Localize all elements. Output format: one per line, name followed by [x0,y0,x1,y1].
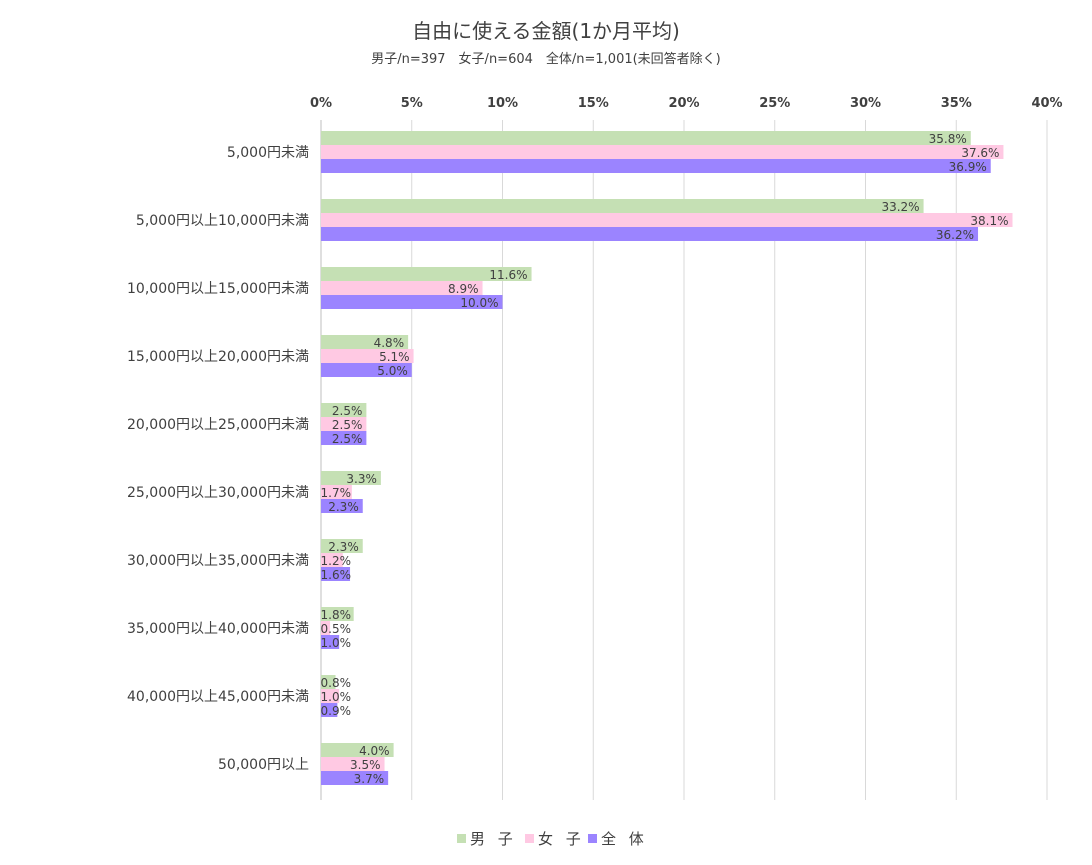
data-label: 4.8% [374,336,405,350]
data-label: 3.7% [354,772,385,786]
data-label: 1.0% [321,690,352,704]
data-label: 5.1% [379,350,410,364]
data-label: 1.2% [321,554,352,568]
bar [321,335,409,349]
x-tick-label: 0% [310,96,332,111]
legend-swatch [588,834,597,843]
data-label: 33.2% [881,200,919,214]
bar [321,607,354,621]
data-label: 4.0% [359,744,390,758]
data-label: 1.0% [321,636,352,650]
bar [321,417,367,431]
data-label: 8.9% [448,282,479,296]
bar [321,349,414,363]
x-tick-label: 40% [1031,96,1062,111]
bar [321,471,381,485]
bar [321,689,340,703]
data-label: 0.8% [321,676,352,690]
bar [321,539,363,553]
bar [321,145,1004,159]
bar [321,771,389,785]
bar [321,403,367,417]
data-label: 10.0% [460,296,498,310]
bar [321,621,331,635]
data-label: 1.7% [321,486,352,500]
bar [321,675,336,689]
data-label: 38.1% [970,214,1008,228]
data-label: 35.8% [929,132,967,146]
bar [321,295,503,309]
chart-subtitle: 男子/n=397 女子/n=604 全体/n=1,001(未回答者除く) [371,51,721,67]
legend-label: 女 子 [538,830,585,848]
bar [321,281,483,295]
x-tick-label: 5% [401,96,423,111]
category-label: 5,000円未満 [227,145,309,161]
x-tick-label: 15% [578,96,609,111]
legend-swatch [525,834,534,843]
data-label: 2.5% [332,418,363,432]
bar [321,131,971,145]
bar [321,159,991,173]
data-label: 2.3% [328,500,359,514]
bar [321,227,979,241]
legend-swatch [457,834,466,843]
category-labels: 5,000円未満 5,000円以上10,000円未満 10,000円以上15,000… [127,145,309,773]
data-label: 36.2% [936,228,974,242]
bar [321,499,363,513]
category-label: 35,000円以上40,000円未満 [127,621,309,637]
bar [321,267,532,281]
category-label: 10,000円以上15,000円未満 [127,281,309,297]
category-label: 5,000円以上10,000円未満 [136,213,309,229]
bar [321,431,367,445]
legend-label: 男 子 [470,830,517,848]
x-tick-label: 10% [487,96,518,111]
bar [321,703,338,717]
data-label: 1.8% [321,608,352,622]
data-labels: 35.8%37.6%36.9%33.2%38.1%36.2%11.6%8.9%1… [321,132,1009,786]
bars [321,131,1013,785]
x-tick-label: 25% [759,96,790,111]
chart-title: 自由に使える金額(1か月平均) [412,19,680,43]
x-tick-label: 35% [941,96,972,111]
category-label: 50,000円以上 [218,757,309,773]
data-label: 0.9% [321,704,352,718]
data-label: 3.3% [346,472,377,486]
data-label: 11.6% [489,268,527,282]
legend: 男 子 女 子全 体 [457,830,648,848]
bar [321,485,352,499]
category-label: 40,000円以上45,000円未満 [127,689,309,705]
bar [321,553,343,567]
x-tick-label: 20% [668,96,699,111]
data-label: 5.0% [377,364,408,378]
data-label: 37.6% [961,146,999,160]
bar [321,213,1013,227]
category-label: 25,000円以上30,000円未満 [127,485,309,501]
x-axis-ticks: 0% 5% 10% 15% 20% 25% 30% 35% 40% [310,96,1063,111]
data-label: 2.3% [328,540,359,554]
bar [321,363,412,377]
bar [321,199,924,213]
data-label: 36.9% [949,160,987,174]
category-label: 15,000円以上20,000円未満 [127,349,309,365]
data-label: 0.5% [321,622,352,636]
bar [321,635,340,649]
data-label: 2.5% [332,404,363,418]
legend-label: 全 体 [601,830,648,848]
data-label: 2.5% [332,432,363,446]
data-label: 3.5% [350,758,381,772]
data-label: 1.6% [321,568,352,582]
bar [321,743,394,757]
category-label: 20,000円以上25,000円未満 [127,417,309,433]
bar [321,567,351,581]
x-tick-label: 30% [850,96,881,111]
category-label: 30,000円以上35,000円未満 [127,553,309,569]
bar [321,757,385,771]
